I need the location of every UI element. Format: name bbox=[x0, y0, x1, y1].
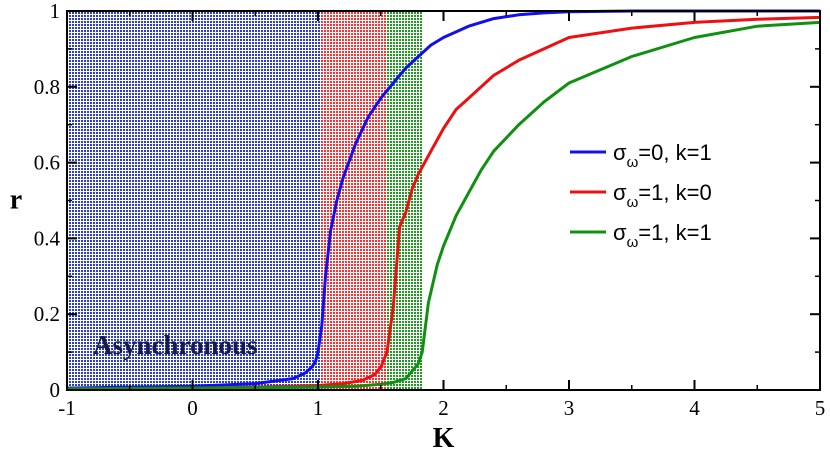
legend-entry-1: σω=1, k=0 bbox=[613, 180, 712, 211]
x-tick-label: 5 bbox=[815, 396, 826, 420]
region-label-asynchronous: Asynchronous bbox=[93, 330, 258, 360]
x-tick-label: -1 bbox=[58, 396, 76, 420]
series-line-2 bbox=[66, 20, 821, 391]
regions-layer bbox=[67, 11, 423, 390]
y-tick-label: 0.4 bbox=[34, 226, 61, 250]
ticks-layer: -1 0 1 2 3 4 500.20.40.60.81 bbox=[34, 0, 826, 420]
x-axis-title: K bbox=[433, 423, 455, 451]
y-tick-label: 0.6 bbox=[34, 151, 60, 175]
y-tick-label: 1 bbox=[50, 0, 61, 23]
shaded-region-1 bbox=[321, 11, 388, 390]
legend-entry-2: σω=1, k=1 bbox=[613, 220, 712, 251]
series-line-1 bbox=[66, 15, 821, 391]
legend: σω=0, k=1 σω=1, k=0 σω=1, k=1 bbox=[570, 140, 712, 251]
series-layer bbox=[66, 9, 821, 391]
y-tick-label: 0.8 bbox=[34, 75, 60, 99]
x-tick-label: 4 bbox=[689, 396, 700, 420]
x-tick-label: 2 bbox=[438, 396, 449, 420]
x-tick-label: 0 bbox=[187, 396, 198, 420]
shaded-region-0 bbox=[67, 11, 322, 390]
series-line-0 bbox=[66, 9, 820, 390]
y-tick-label: 0 bbox=[50, 378, 61, 402]
x-tick-label: 1 bbox=[313, 396, 324, 420]
shaded-region-2 bbox=[387, 11, 423, 390]
y-tick-label: 0.2 bbox=[34, 302, 60, 326]
y-axis-title: r bbox=[10, 185, 22, 216]
x-tick-label: 3 bbox=[564, 396, 575, 420]
legend-entry-0: σω=0, k=1 bbox=[613, 140, 712, 171]
